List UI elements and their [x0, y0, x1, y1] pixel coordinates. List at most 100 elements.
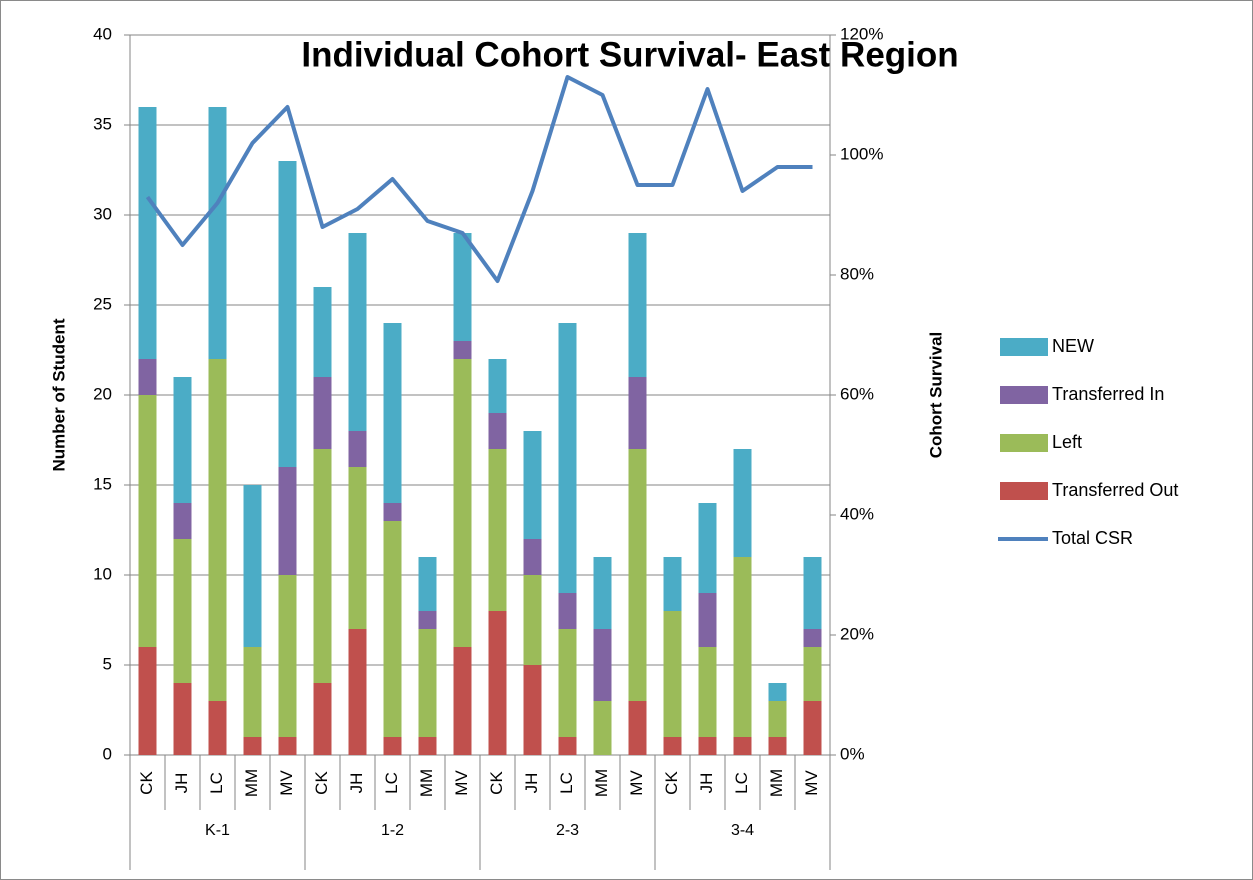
bar-segment — [768, 701, 787, 737]
bar-segment — [523, 431, 542, 539]
bar-segment — [698, 503, 717, 593]
bar-segment — [453, 359, 472, 647]
bar-segment — [733, 557, 752, 737]
x-tick-label: MV — [802, 770, 821, 796]
bar-segment — [488, 449, 507, 611]
y2-tick-label: 20% — [840, 624, 874, 643]
bar-segment — [558, 323, 577, 593]
bar-segment — [453, 647, 472, 755]
bar-segment — [768, 737, 787, 755]
x-tick-label: JH — [522, 773, 541, 794]
y-axis-title: Number of Student — [49, 318, 68, 471]
bar-segment — [418, 737, 437, 755]
y2-tick-label: 120% — [840, 24, 883, 43]
bar-segment — [313, 449, 332, 683]
bar-segment — [628, 449, 647, 701]
y-tick-label: 25 — [93, 294, 112, 313]
y-tick-label: 5 — [103, 654, 112, 673]
x-tick-label: CK — [312, 771, 331, 795]
x-group-label: 1-2 — [381, 822, 404, 839]
x-tick-label: LC — [732, 772, 751, 794]
bar-segment — [173, 503, 192, 539]
bar-segment — [138, 107, 157, 359]
line-series — [145, 75, 813, 283]
bar-segment — [488, 611, 507, 755]
legend-swatch — [1000, 482, 1048, 500]
bar-segment — [278, 737, 297, 755]
bar-segment — [383, 323, 402, 503]
x-tick-label: MV — [627, 770, 646, 796]
x-group-label: K-1 — [205, 822, 230, 839]
legend-label: Total CSR — [1052, 528, 1133, 548]
bar-segment — [663, 557, 682, 611]
bar-segment — [523, 539, 542, 575]
y2-tick-label: 60% — [840, 384, 874, 403]
y2-tick-label: 100% — [840, 144, 883, 163]
bar-segment — [523, 665, 542, 755]
bar-segment — [313, 377, 332, 449]
bar-segment — [488, 359, 507, 413]
bar-segment — [628, 701, 647, 755]
x-group-label: 3-4 — [731, 822, 754, 839]
y2-tick-label: 80% — [840, 264, 874, 283]
bar-segment — [348, 629, 367, 755]
bar-segment — [243, 737, 262, 755]
x-tick-label: MM — [767, 769, 786, 797]
bar-segment — [663, 611, 682, 737]
bar-segment — [453, 233, 472, 341]
bar-segment — [558, 629, 577, 737]
y-tick-label: 40 — [93, 24, 112, 43]
bar-segment — [138, 647, 157, 755]
bar-segment — [768, 683, 787, 701]
y2-axis-title: Cohort Survival — [926, 332, 945, 459]
bar-segment — [348, 467, 367, 629]
legend-swatch — [1000, 338, 1048, 356]
legend-swatch — [1000, 434, 1048, 452]
y-tick-label: 35 — [93, 114, 112, 133]
x-tick-label: CK — [662, 771, 681, 795]
x-tick-label: LC — [382, 772, 401, 794]
legend-label: Transferred Out — [1052, 480, 1178, 500]
bar-segment — [803, 701, 822, 755]
bar-segment — [173, 539, 192, 683]
bar-segment — [733, 737, 752, 755]
bar-segment — [243, 485, 262, 647]
bar-segment — [593, 701, 612, 755]
x-tick-label: JH — [172, 773, 191, 794]
bar-segment — [138, 359, 157, 395]
x-tick-label: LC — [207, 772, 226, 794]
bar-segment — [628, 233, 647, 377]
bar-segment — [418, 629, 437, 737]
bar-segment — [803, 557, 822, 629]
x-tick-label: LC — [557, 772, 576, 794]
bar-segment — [383, 737, 402, 755]
bar-segment — [278, 575, 297, 737]
legend-swatch — [1000, 386, 1048, 404]
bar-segment — [733, 449, 752, 557]
bar-segment — [418, 557, 437, 611]
bar-segment — [803, 629, 822, 647]
bar-segment — [278, 467, 297, 575]
y-tick-label: 10 — [93, 564, 112, 583]
y-tick-label: 30 — [93, 204, 112, 223]
x-tick-label: MM — [242, 769, 261, 797]
chart-title: Individual Cohort Survival- East Region — [301, 35, 958, 74]
x-tick-label: CK — [137, 771, 156, 795]
bar-segment — [383, 503, 402, 521]
y2-tick-label: 40% — [840, 504, 874, 523]
bar-segment — [208, 359, 227, 701]
x-tick-label: JH — [347, 773, 366, 794]
bar-segment — [488, 413, 507, 449]
bar-segment — [313, 683, 332, 755]
y-tick-label: 15 — [93, 474, 112, 493]
x-tick-label: MV — [452, 770, 471, 796]
bar-segment — [173, 683, 192, 755]
x-tick-label: CK — [487, 771, 506, 795]
bar-segment — [138, 395, 157, 647]
bar-segment — [453, 341, 472, 359]
bar-segment — [698, 593, 717, 647]
x-tick-label: MV — [277, 770, 296, 796]
bar-segment — [698, 737, 717, 755]
bar-segment — [558, 737, 577, 755]
